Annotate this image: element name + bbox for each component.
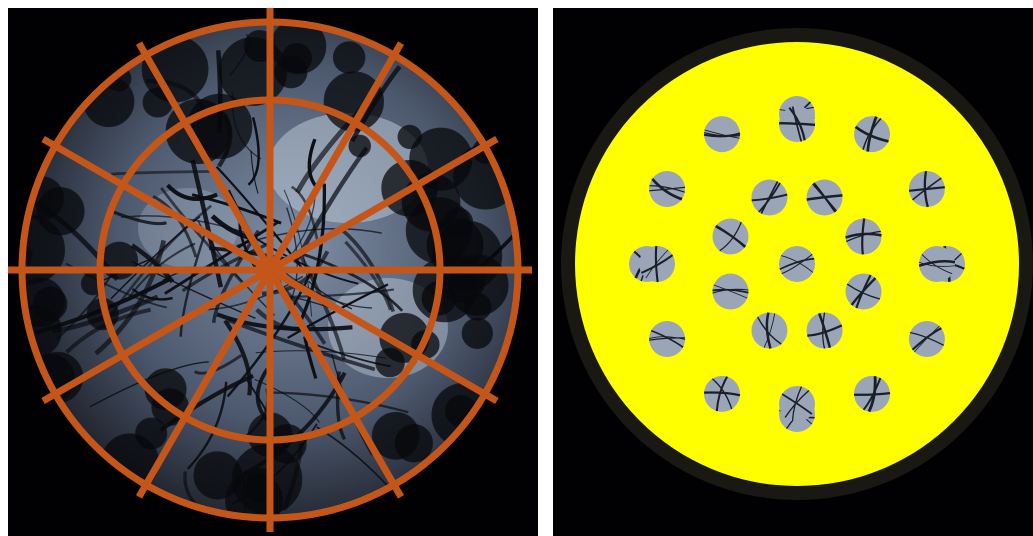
- branch: [111, 170, 211, 176]
- branch: [131, 288, 173, 301]
- sector-line: [135, 41, 274, 272]
- sector-line: [41, 135, 272, 274]
- branch: [335, 371, 347, 441]
- branch: [344, 240, 392, 311]
- branch: [341, 228, 396, 313]
- foliage-clump: [375, 347, 405, 378]
- left-image-svg: [8, 8, 538, 536]
- branch: [112, 210, 167, 226]
- left-panel-fisheye-grid: [8, 8, 538, 536]
- sector-line: [41, 266, 272, 405]
- sampling-hole: [853, 375, 891, 413]
- sampling-hole: [806, 179, 843, 216]
- sampling-hole: [845, 273, 882, 310]
- branch: [211, 229, 260, 323]
- branch: [283, 189, 313, 317]
- sector-line: [268, 135, 499, 274]
- branch: [227, 318, 376, 372]
- sampling-hole: [845, 218, 882, 255]
- foliage-clump: [446, 254, 509, 316]
- sampling-hole: [703, 116, 741, 153]
- branch: [303, 336, 318, 379]
- sampling-hole: [908, 321, 945, 357]
- branch: [250, 150, 259, 194]
- branch: [94, 239, 167, 356]
- sampling-hole: [779, 106, 816, 142]
- sector-line: [266, 268, 405, 499]
- foliage-clump: [348, 134, 372, 158]
- sampling-hole: [712, 273, 749, 310]
- branch: [295, 250, 404, 312]
- sampling-hole: [649, 171, 686, 207]
- sampling-hole: [908, 170, 945, 208]
- sampling-holes: [629, 96, 965, 432]
- branch: [284, 288, 395, 299]
- branch: [279, 268, 372, 309]
- branch: [166, 183, 218, 201]
- sampling-hole: [712, 218, 749, 255]
- sampling-hole: [779, 386, 815, 422]
- foliage-clump: [100, 241, 139, 280]
- branch: [267, 391, 409, 414]
- sampling-hole: [751, 179, 788, 216]
- sector-line: [266, 41, 405, 272]
- branch: [164, 221, 279, 295]
- sampling-hole: [751, 312, 788, 349]
- branch: [179, 228, 208, 337]
- branch: [247, 117, 260, 186]
- sampling-hole: [779, 246, 815, 282]
- sampling-hole: [639, 245, 675, 283]
- foliage-clump: [332, 41, 366, 74]
- foliage-clump: [461, 317, 494, 349]
- sector-line: [135, 268, 274, 499]
- branch: [254, 378, 320, 423]
- branch: [297, 251, 346, 361]
- sampling-hole: [648, 321, 686, 357]
- sector-line: [268, 266, 499, 405]
- foliage-clump: [371, 411, 420, 460]
- sampling-hole: [806, 312, 843, 349]
- sector-grid: [8, 8, 532, 532]
- sampling-hole: [854, 116, 890, 153]
- right-panel-mask: [553, 8, 1033, 536]
- branch: [298, 183, 327, 324]
- sampling-hole: [704, 375, 741, 412]
- branch: [128, 242, 196, 299]
- branch: [223, 319, 252, 396]
- sampling-hole: [918, 246, 956, 282]
- branch: [286, 207, 298, 305]
- right-image-svg: [553, 8, 1033, 536]
